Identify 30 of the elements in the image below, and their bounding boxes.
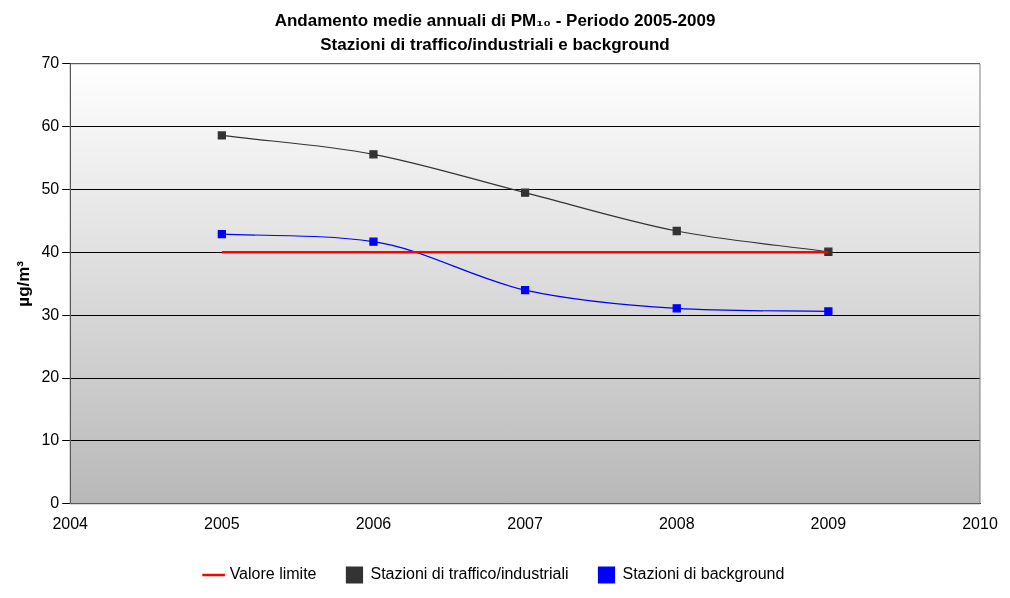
x-tick-label: 2009 — [810, 514, 847, 532]
point — [672, 304, 681, 313]
point — [217, 230, 226, 239]
chart-subtitle: Stazioni di traffico/industriali e background — [320, 35, 670, 55]
x-tick-label: 2010 — [962, 514, 998, 532]
y-tick-label: 0 — [50, 494, 60, 512]
y-tick-label: 50 — [41, 179, 60, 197]
x-tick-label: 2005 — [204, 514, 240, 532]
point — [369, 237, 378, 246]
y-tick-label: 20 — [41, 368, 60, 386]
y-tick-label: 70 — [41, 54, 60, 72]
x-tick-label: 2007 — [507, 514, 543, 532]
legend-label: Stazioni di background — [622, 565, 785, 583]
x-tick-label: 2008 — [658, 514, 695, 532]
y-axis-title: µg/m³ — [13, 260, 33, 307]
y-tick-label: 10 — [41, 431, 60, 449]
point — [520, 285, 530, 295]
legend-label: Valore limite — [229, 565, 317, 583]
x-tick-label: 2004 — [52, 514, 89, 532]
point — [217, 131, 226, 140]
y-tick-label: 60 — [41, 117, 60, 135]
legend-label: Stazioni di traffico/industriali — [370, 565, 569, 583]
point — [520, 188, 530, 197]
x-tick-label: 2006 — [355, 514, 392, 532]
point — [824, 307, 833, 316]
point — [369, 150, 378, 159]
y-tick-label: 30 — [41, 305, 60, 323]
chart-title: Andamento medie annuali di PM₁₀ - Periodo 2005-2009 — [274, 10, 716, 30]
y-tick-label: 40 — [41, 242, 60, 260]
point — [672, 226, 681, 236]
